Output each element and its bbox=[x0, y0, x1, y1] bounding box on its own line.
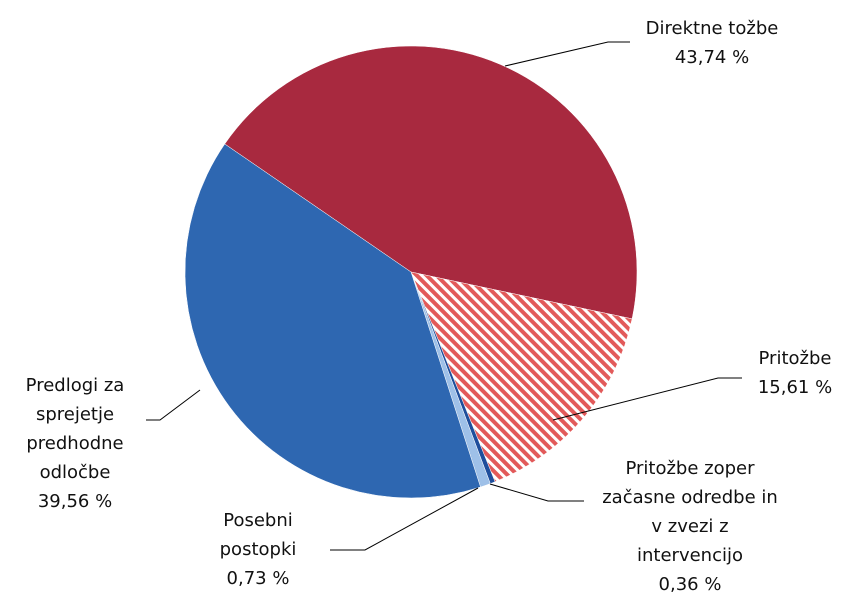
category-label: Pritožbe bbox=[758, 348, 832, 369]
value-label: 0,36 % bbox=[658, 574, 722, 595]
slice-label: Pritožbe zoper začasne odredbe in v zvez… bbox=[596, 454, 784, 599]
leader-line bbox=[146, 389, 201, 421]
value-label: 43,74 % bbox=[674, 47, 750, 68]
leader-line bbox=[489, 483, 584, 502]
pie-slice bbox=[410, 271, 633, 483]
value-label: 39,56 % bbox=[37, 491, 113, 512]
slice-label: Posebni postopki 0,73 % bbox=[210, 506, 306, 593]
slice-label: Direktne tožbe 43,74 % bbox=[612, 14, 812, 72]
value-label: 0,73 % bbox=[226, 568, 290, 589]
slice-label: Pritožbe 15,61 % bbox=[730, 344, 856, 402]
leader-line bbox=[330, 487, 479, 551]
pie-slice bbox=[224, 45, 638, 320]
slice-label: Predlogi za sprejetje predhodne odločbe 3… bbox=[18, 371, 132, 516]
pie-slice bbox=[184, 143, 481, 499]
category-label: Predlogi za sprejetje predhodne odločbe bbox=[25, 375, 125, 483]
category-label: Pritožbe zoper začasne odredbe in v zvez… bbox=[602, 458, 778, 566]
leader-line bbox=[504, 41, 630, 67]
value-label: 15,61 % bbox=[757, 377, 833, 398]
category-label: Posebni postopki bbox=[219, 510, 297, 560]
category-label: Direktne tožbe bbox=[645, 18, 779, 39]
leader-line bbox=[552, 377, 742, 421]
